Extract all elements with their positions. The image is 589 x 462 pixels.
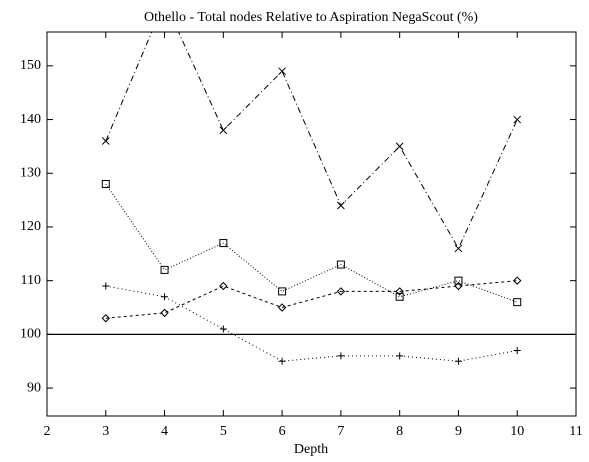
series-line [105,285,518,362]
marker [219,126,228,135]
chart-title: Othello - Total nodes Relative to Aspira… [144,10,478,25]
marker [513,276,522,285]
x-tick-label: 8 [396,424,403,439]
x-tick-label: 4 [161,424,168,439]
marker [395,292,404,301]
marker [160,265,169,274]
marker [396,352,404,360]
x-axis-label: Depth [294,442,328,457]
marker [454,276,463,285]
marker [160,308,169,318]
marker [278,287,287,296]
x-tick-label: 5 [220,424,227,439]
marker [101,137,110,145]
x-tick-label: 6 [279,424,286,439]
series-line [105,183,518,303]
x-tick-label: 2 [44,424,51,439]
y-tick-label: 90 [27,380,41,395]
series-line [105,32,518,250]
marker [336,287,346,296]
marker [513,298,522,307]
y-tick-label: 120 [20,219,41,234]
marker [454,357,462,365]
marker [161,0,168,5]
marker [102,282,110,290]
marker [101,314,110,323]
plot-frame [46,31,577,417]
marker [219,281,228,291]
series-line [105,280,518,319]
marker [278,357,286,365]
marker [161,293,169,301]
marker [277,303,287,312]
x-tick-label: 3 [102,424,109,439]
marker [454,244,463,253]
marker [219,239,228,248]
x-tick-label: 7 [337,424,344,439]
marker [395,287,404,296]
marker [454,281,463,291]
marker [219,325,227,333]
marker [395,142,404,151]
marker [513,346,521,354]
marker [513,115,522,124]
y-tick-label: 110 [21,273,41,288]
marker [337,201,345,210]
x-tick-label: 10 [510,424,524,439]
plot-area [47,0,576,365]
y-tick-label: 140 [20,112,41,127]
marker [337,352,345,360]
y-tick-label: 150 [20,58,41,73]
x-tick-label: 9 [455,424,462,439]
x-tick-label: 11 [569,424,582,439]
y-tick-label: 100 [20,327,41,342]
marker [336,260,345,269]
marker [278,67,286,76]
y-tick-label: 130 [20,165,41,180]
marker [101,179,110,188]
